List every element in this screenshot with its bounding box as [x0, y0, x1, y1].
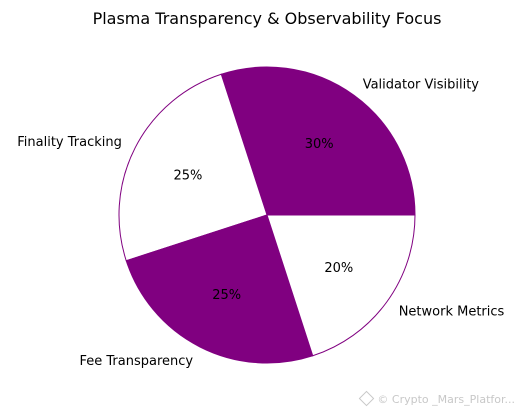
- slice-category-label: Fee Transparency: [79, 354, 193, 369]
- slice-category-label: Validator Visibility: [363, 77, 480, 92]
- pie-slice: [118, 73, 268, 262]
- slice-percent-label: 30%: [305, 137, 334, 152]
- slice-category-label: Network Metrics: [399, 305, 505, 320]
- watermark: © Crypto _Mars_Platfor...: [359, 390, 515, 407]
- chart-title: Plasma Transparency & Observability Focu…: [93, 9, 442, 28]
- slice-category-label: Finality Tracking: [17, 135, 122, 150]
- pie-slice: [266, 214, 416, 357]
- slice-percent-label: 25%: [173, 169, 202, 184]
- slice-percent-label: 25%: [212, 288, 241, 303]
- pie-slice: [125, 214, 314, 364]
- pie-labels: 30% Validator Visibility 25% Finality Track…: [17, 77, 504, 369]
- pie-slice: [220, 66, 416, 216]
- pie-slices: [118, 66, 416, 364]
- watermark-logo-icon: [359, 390, 375, 407]
- slice-percent-label: 20%: [324, 261, 353, 276]
- watermark-text: © Crypto _Mars_Platfor...: [377, 393, 515, 406]
